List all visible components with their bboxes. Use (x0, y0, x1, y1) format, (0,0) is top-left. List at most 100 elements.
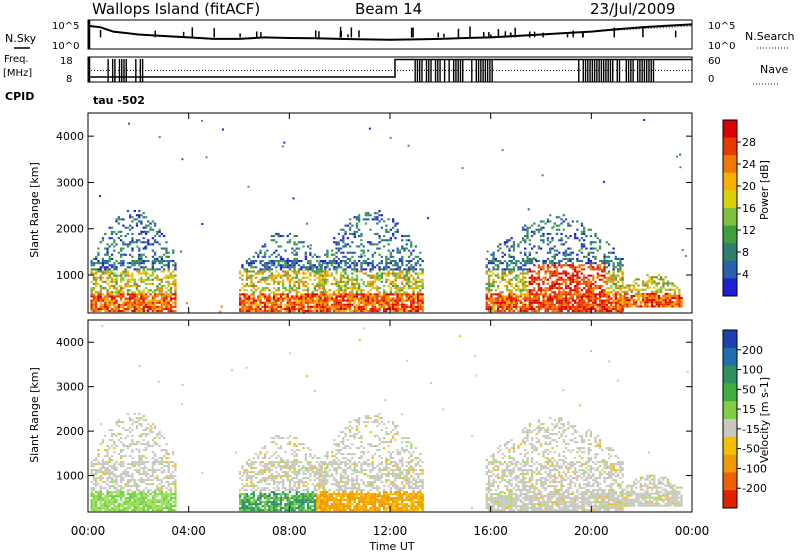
heat-cell (306, 307, 310, 310)
heat-cell (487, 268, 491, 271)
heat-cell (135, 293, 139, 296)
heat-cell (169, 274, 173, 277)
heat-cell (569, 280, 572, 283)
heat-cell (165, 505, 168, 508)
heat-cell (97, 276, 100, 279)
heat-cell (576, 274, 579, 277)
heat-scatter-cell (681, 249, 684, 251)
heat-cell (113, 278, 116, 281)
heat-cell (617, 303, 620, 306)
heat-cell (133, 262, 136, 265)
heat-cell (349, 305, 352, 308)
heat-cell (135, 463, 139, 466)
heat-cell (342, 276, 345, 279)
heat-cell (259, 249, 262, 252)
heat-cell (580, 272, 584, 275)
heat-cell (288, 289, 292, 292)
heat-cell (250, 289, 253, 292)
heat-cell (156, 274, 159, 277)
heat-cell (295, 243, 298, 246)
heat-cell (510, 245, 513, 248)
heat-cell (578, 260, 581, 263)
heat-cell (394, 301, 397, 304)
heat-cell (364, 303, 368, 306)
heat-cell (607, 295, 611, 298)
heat-cell (120, 437, 123, 440)
heat-cell (537, 228, 540, 231)
heat-cell (324, 289, 327, 292)
heat-cell (120, 495, 123, 498)
heat-cell (316, 285, 319, 288)
heat-cell (405, 274, 408, 277)
heat-cell (487, 310, 491, 313)
heat-cell (601, 310, 604, 313)
heat-cell (133, 465, 136, 468)
heat-cell (135, 297, 139, 300)
heat-cell (515, 264, 518, 267)
heat-cell (521, 274, 525, 277)
heat-cell (337, 262, 340, 265)
heat-cell (387, 301, 390, 304)
heat-cell (621, 282, 624, 285)
heat-cell (371, 255, 374, 258)
heat-cell (349, 251, 352, 254)
heat-cell (596, 264, 599, 267)
heat-cell (342, 255, 345, 258)
heat-cell (619, 301, 622, 304)
heat-cell (392, 260, 395, 263)
heat-cell (396, 293, 399, 296)
heat-cell (309, 262, 312, 265)
heat-cell (167, 477, 170, 480)
power-colorbar-segment (723, 155, 737, 174)
heat-cell (564, 285, 568, 288)
heat-cell (153, 310, 157, 313)
heat-cell (389, 303, 392, 306)
heat-cell (252, 310, 255, 313)
heat-cell (160, 495, 163, 498)
heat-cell (407, 297, 411, 300)
heat-cell (293, 253, 296, 256)
heat-cell (651, 282, 654, 285)
power-colorbar-segment (723, 225, 737, 244)
heat-cell (163, 285, 166, 288)
heat-cell (528, 299, 531, 302)
heat-cell (133, 310, 136, 313)
heat-cell (286, 305, 289, 308)
heat-cell (537, 276, 540, 279)
heat-cell (485, 257, 488, 260)
heat-cell (284, 270, 287, 273)
heat-cell (293, 268, 296, 271)
heat-cell (113, 245, 116, 248)
heat-cell (156, 310, 159, 313)
heat-cell (158, 437, 161, 440)
heat-cell (133, 280, 136, 283)
heat-cell (286, 257, 289, 260)
heat-cell (129, 501, 132, 504)
heat-cell (360, 253, 363, 256)
heat-cell (490, 293, 493, 296)
heat-cell (129, 305, 132, 308)
heat-cell (120, 473, 123, 476)
heat-cell (675, 297, 679, 300)
heat-cell (485, 295, 488, 298)
heat-cell (526, 226, 529, 229)
heat-cell (316, 301, 319, 304)
heat-cell (353, 216, 356, 219)
heat-cell (342, 307, 345, 310)
heat-cell (530, 307, 534, 310)
heat-cell (110, 295, 114, 298)
heat-cell (300, 260, 303, 263)
heat-cell (106, 301, 109, 304)
heat-cell (506, 241, 509, 244)
heat-cell (549, 274, 552, 277)
heat-cell (174, 264, 177, 267)
heat-cell (326, 280, 329, 283)
heat-cell (578, 287, 581, 290)
heat-cell (678, 288, 681, 291)
nsearch-label: N.Search (745, 30, 795, 43)
heat-cell (598, 307, 602, 310)
heat-cell (392, 303, 395, 306)
heat-cell (326, 266, 329, 269)
heat-cell (106, 453, 109, 456)
heat-cell (151, 303, 154, 306)
